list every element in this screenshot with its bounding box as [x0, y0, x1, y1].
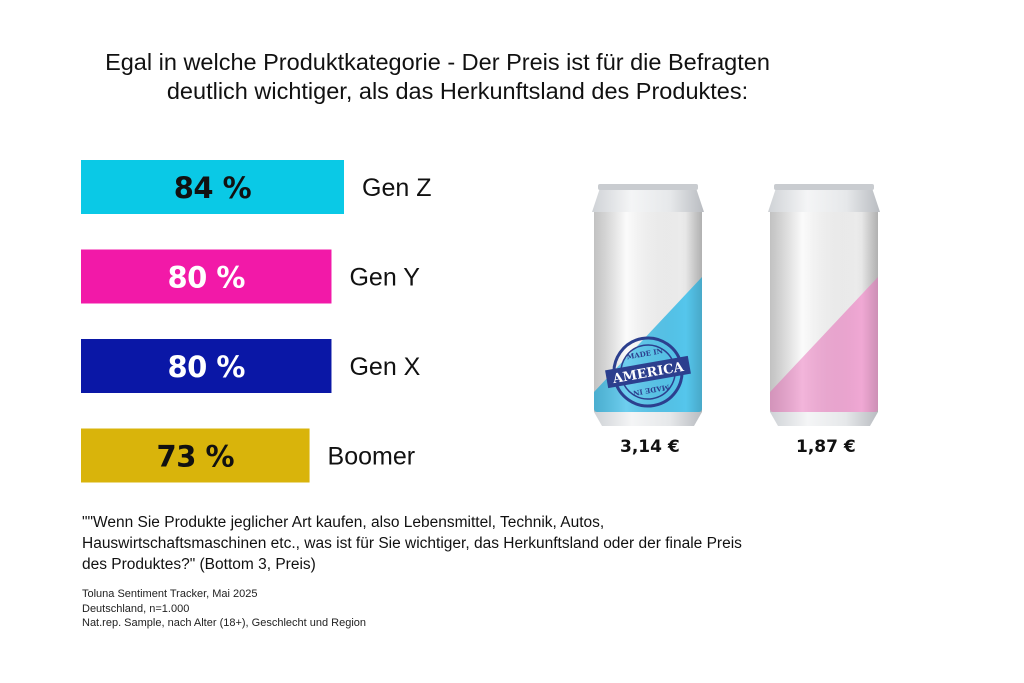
source-note: Toluna Sentiment Tracker, Mai 2025 Deuts…	[82, 587, 582, 631]
bar-gen-y	[81, 249, 332, 304]
survey-question: ""Wenn Sie Produkte jeglicher Art kaufen…	[82, 514, 742, 573]
bar-boomer	[81, 428, 310, 483]
bar-gen-z	[81, 160, 344, 214]
category-label: Gen X	[349, 353, 420, 381]
title-line-2: deutlich wichtiger, als das Herkunftslan…	[166, 78, 749, 104]
category-label: Gen Z	[362, 174, 431, 202]
source-line-1: Toluna Sentiment Tracker, Mai 2025	[82, 588, 258, 600]
price-label-1: 3,14 €	[620, 437, 680, 457]
source-line-3: Nat.rep. Sample, nach Alter (18+), Gesch…	[82, 617, 367, 629]
category-label: Boomer	[328, 443, 416, 471]
bar-value-label: 80 %	[167, 261, 245, 295]
chart-title: Egal in welche Produktkategorie - Der Pr…	[0, 48, 875, 106]
source-line-2: Deutschland, n=1.000	[82, 602, 190, 615]
bar-value-label: 84 %	[174, 171, 252, 205]
blue-can-image: AMERICA MADE IN MADE IN	[592, 184, 704, 426]
category-label: Gen Y	[349, 264, 420, 292]
title-line-1: Egal in welche Produktkategorie - Der Pr…	[105, 49, 770, 75]
price-label-2: 1,87 €	[796, 437, 856, 457]
bar-value-label: 80 %	[167, 350, 245, 384]
pink-can-image	[768, 184, 880, 426]
bar-value-label: 73 %	[157, 440, 235, 474]
bar-gen-x	[81, 339, 332, 393]
